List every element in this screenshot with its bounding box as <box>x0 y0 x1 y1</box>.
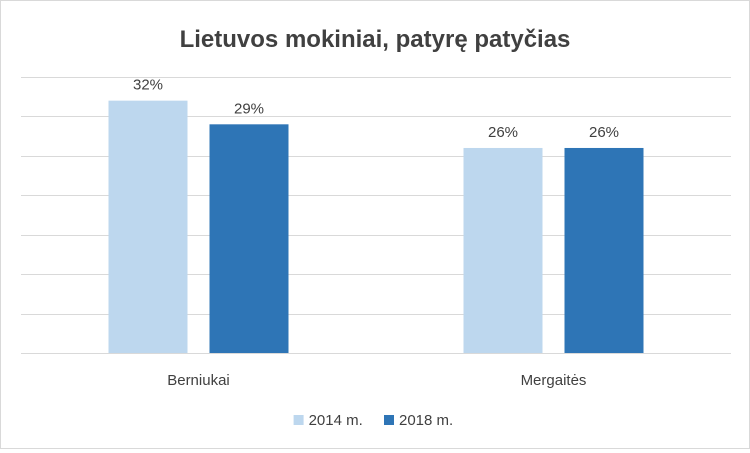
data-label: 29% <box>234 100 264 117</box>
data-label: 32% <box>133 77 163 94</box>
chart-title: Lietuvos mokiniai, patyrę patyčias <box>180 26 571 53</box>
data-labels: 32% 29% 26% 26% <box>133 77 619 141</box>
legend: 2014 m. 2018 m. <box>293 412 453 429</box>
bar-2018m-1 <box>564 147 644 353</box>
legend-label: 2018 m. <box>399 412 453 429</box>
bar-2018m-0 <box>209 124 289 353</box>
legend-label: 2014 m. <box>309 412 363 429</box>
category-label: Berniukai <box>167 372 230 389</box>
data-label: 26% <box>488 124 518 141</box>
bar-2014m-0 <box>108 100 188 354</box>
data-label: 26% <box>589 124 619 141</box>
legend-swatch <box>384 415 394 425</box>
legend-swatch <box>293 415 304 425</box>
category-label: Mergaitės <box>521 372 587 389</box>
bar-2014m-1 <box>463 147 543 353</box>
bars <box>108 100 644 354</box>
category-labels: Berniukai Mergaitės <box>167 372 586 389</box>
